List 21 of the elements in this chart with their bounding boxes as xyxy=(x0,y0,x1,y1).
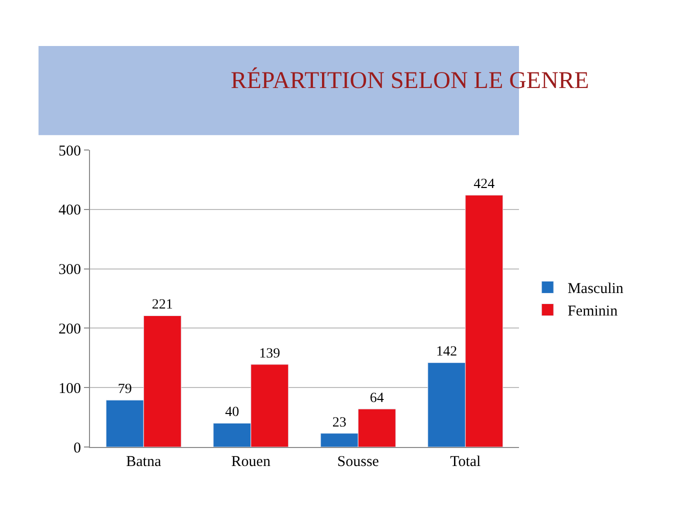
y-tick-label: 400 xyxy=(58,202,81,219)
data-label: 142 xyxy=(436,344,458,360)
data-label: 221 xyxy=(152,298,173,313)
data-label: 64 xyxy=(370,390,384,406)
x-tick-label: Sousse xyxy=(337,454,380,470)
legend-label: Feminin xyxy=(568,304,618,320)
y-tick-label: 100 xyxy=(58,380,81,397)
legend-label: Masculin xyxy=(568,281,624,298)
x-tick-label: Total xyxy=(450,454,481,470)
x-tick-label: Rouen xyxy=(231,454,271,470)
y-tick-label: 0 xyxy=(74,440,81,456)
y-tick-label: 200 xyxy=(58,321,81,338)
y-tick-label: 500 xyxy=(58,143,81,160)
x-tick-label: Batna xyxy=(126,454,162,470)
chart-title: RÉPARTITION SELON LE GENRE xyxy=(230,66,590,94)
data-label: 40 xyxy=(225,405,240,420)
data-label: 424 xyxy=(474,177,495,192)
data-label: 139 xyxy=(259,346,280,362)
y-tick-label: 300 xyxy=(58,262,81,278)
data-label: 23 xyxy=(332,415,346,430)
data-label: 79 xyxy=(118,382,132,398)
